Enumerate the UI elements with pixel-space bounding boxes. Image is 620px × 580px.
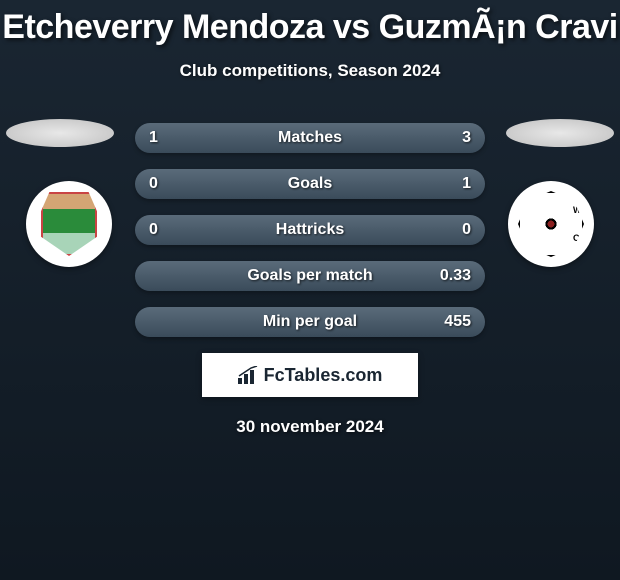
team-badge-left	[26, 181, 112, 267]
stat-label: Hattricks	[276, 221, 344, 239]
bar-chart-icon	[238, 366, 260, 384]
stat-row: 0 Hattricks 0	[135, 215, 485, 245]
stat-left-value: 0	[135, 221, 183, 239]
stat-left-value: 1	[135, 129, 183, 147]
stat-right-value: 3	[425, 129, 485, 147]
stat-label: Min per goal	[263, 313, 357, 331]
stat-right-value: 0	[425, 221, 485, 239]
subtitle: Club competitions, Season 2024	[0, 61, 620, 81]
brand-text: FcTables.com	[264, 365, 383, 386]
stat-right-value: 1	[425, 175, 485, 193]
stat-row: Min per goal 455	[135, 307, 485, 337]
stat-right-value: 455	[425, 313, 485, 331]
team-badge-right	[508, 181, 594, 267]
stat-label: Matches	[278, 129, 342, 147]
oval-left	[6, 119, 114, 147]
oval-right	[506, 119, 614, 147]
stats-area: 1 Matches 3 0 Goals 1 0 Hattricks 0 Goal…	[0, 123, 620, 337]
stat-label: Goals	[288, 175, 332, 193]
brand-link[interactable]: FcTables.com	[202, 353, 418, 397]
stat-label: Goals per match	[247, 267, 372, 285]
date-text: 30 november 2024	[0, 417, 620, 437]
page-title: Etcheverry Mendoza vs GuzmÃ¡n Cravi	[0, 0, 620, 47]
club-crest-icon	[518, 191, 584, 257]
shield-icon	[41, 192, 97, 256]
stat-row: Goals per match 0.33	[135, 261, 485, 291]
stat-left-value: 0	[135, 175, 183, 193]
stat-right-value: 0.33	[425, 267, 485, 285]
stat-row: 0 Goals 1	[135, 169, 485, 199]
stat-row: 1 Matches 3	[135, 123, 485, 153]
stat-rows: 1 Matches 3 0 Goals 1 0 Hattricks 0 Goal…	[135, 123, 485, 337]
